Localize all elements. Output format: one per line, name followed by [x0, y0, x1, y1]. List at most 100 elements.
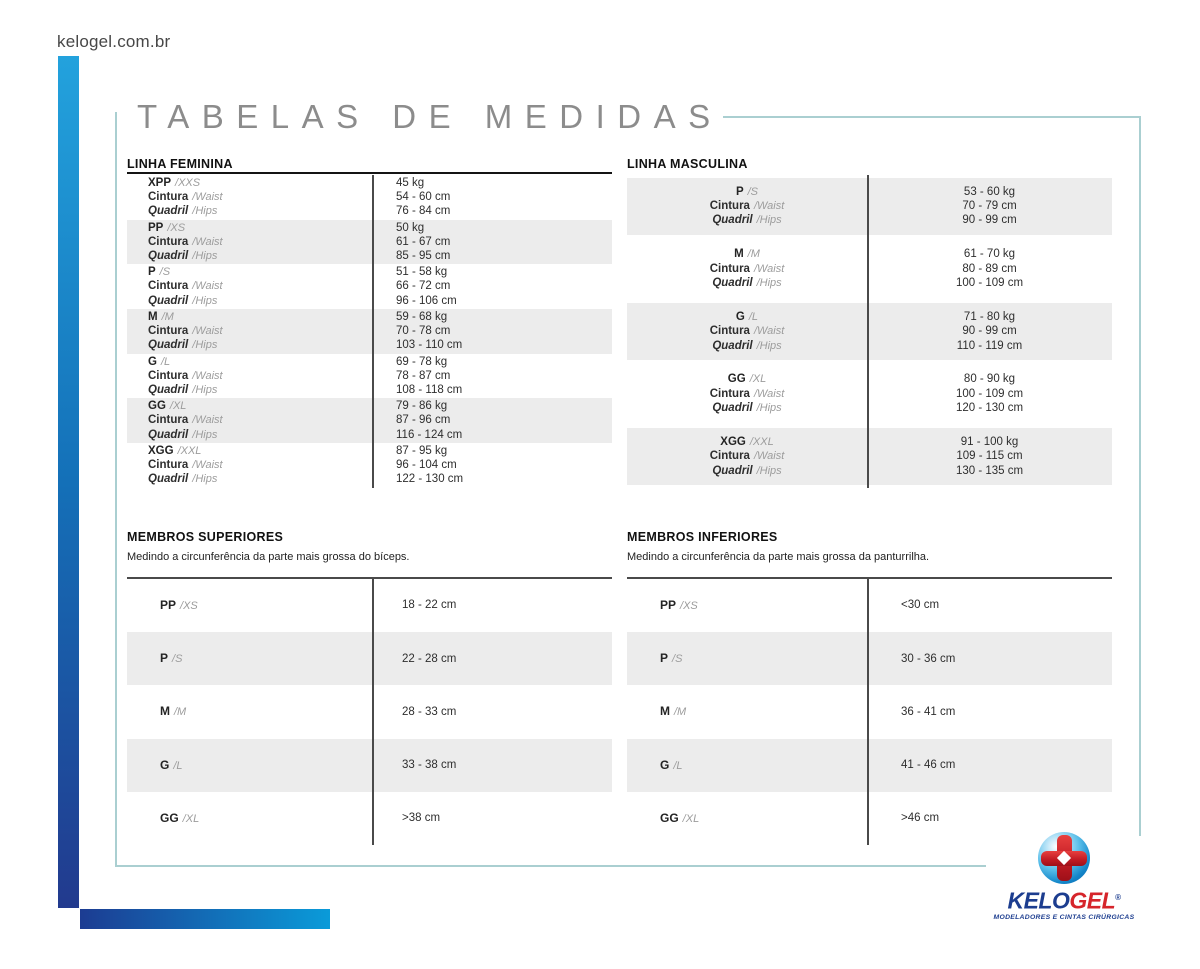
hips-label-en: /Hips	[756, 276, 782, 289]
waist-value: 78 - 87 cm	[396, 369, 451, 382]
waist-value: 100 - 109 cm	[955, 387, 1024, 400]
size-row: P/S 22 - 28 cm	[127, 632, 612, 686]
size-label: G	[160, 757, 170, 772]
logo-sphere-icon	[1038, 832, 1090, 884]
waist-label: Cintura	[709, 387, 750, 400]
size-row: GG/XL >46 cm	[627, 792, 1112, 845]
size-label-en: /S	[747, 185, 759, 198]
feminina-rows: XPP/XXS Cintura/Waist Quadril/Hips 45 kg…	[127, 175, 612, 488]
size-row: GG/XL Cintura/Waist Quadril/Hips 80 - 90…	[627, 363, 1112, 426]
table-title-underline	[127, 172, 612, 174]
waist-label: Cintura	[709, 262, 750, 275]
waist-label: Cintura	[148, 414, 189, 427]
size-label-en: /XS	[680, 599, 698, 612]
size-label: M	[734, 248, 744, 261]
size-label-en: /L	[160, 355, 171, 368]
hips-label-en: /Hips	[756, 339, 782, 352]
table-title: LINHA FEMININA	[127, 157, 233, 171]
waist-label: Cintura	[148, 459, 189, 472]
measure-value: >46 cm	[901, 812, 940, 825]
size-row: P/S Cintura/Waist Quadril/Hips 53 - 60 k…	[627, 175, 1112, 238]
size-label: M	[160, 704, 170, 719]
hips-value: 116 - 124 cm	[396, 428, 463, 441]
table-top-border	[127, 577, 612, 579]
size-label-cell: PP/XS	[627, 598, 867, 613]
weight-value: 80 - 90 kg	[963, 373, 1016, 386]
column-divider	[867, 175, 869, 488]
size-value-cell: 61 - 70 kg 80 - 89 cm 100 - 109 cm	[867, 247, 1112, 290]
weight-value: 79 - 86 kg	[396, 400, 448, 413]
size-label: GG	[727, 373, 746, 386]
waist-value: 109 - 115 cm	[956, 450, 1023, 463]
size-label-cell: P/S	[627, 651, 867, 666]
size-label-en: /L	[748, 310, 759, 323]
size-value-cell: 91 - 100 kg 109 - 115 cm 130 - 135 cm	[867, 435, 1112, 478]
size-value-cell: 53 - 60 kg 70 - 79 cm 90 - 99 cm	[867, 185, 1112, 228]
size-label: PP	[148, 221, 164, 234]
size-label-cell: P/S	[127, 651, 372, 666]
size-label-cell: XPP/XXS Cintura/Waist Quadril/Hips	[127, 176, 372, 219]
size-label: M	[660, 704, 670, 719]
bottom-accent-bar	[80, 909, 330, 929]
hips-label: Quadril	[712, 214, 753, 227]
size-value-cell: 87 - 95 kg 96 - 104 cm 122 - 130 cm	[372, 444, 463, 487]
kelogel-logo: KELOGEL® MODELADORES E CINTAS CIRÚRGICAS	[990, 832, 1138, 921]
size-row: G/L Cintura/Waist Quadril/Hips 71 - 80 k…	[627, 300, 1112, 363]
waist-label-en: /Waist	[192, 414, 223, 427]
waist-label: Cintura	[709, 325, 750, 338]
measure-value: <30 cm	[901, 599, 940, 612]
size-label-en: /S	[172, 653, 183, 666]
logo-wordmark: KELOGEL®	[990, 886, 1138, 913]
measure-value: 36 - 41 cm	[901, 705, 956, 718]
size-row: M/M Cintura/Waist Quadril/Hips 59 - 68 k…	[127, 308, 612, 354]
size-value-cell: <30 cm	[867, 598, 939, 612]
size-label-cell: PP/XS Cintura/Waist Quadril/Hips	[127, 221, 372, 264]
size-label-cell: G/L Cintura/Waist Quadril/Hips	[627, 310, 867, 353]
hips-label: Quadril	[148, 294, 189, 307]
waist-label-en: /Waist	[192, 191, 223, 204]
frame-line-bottom	[115, 865, 986, 867]
hips-label-en: /Hips	[192, 339, 218, 352]
size-label: GG	[660, 810, 679, 825]
table-title: LINHA MASCULINA	[627, 157, 748, 171]
hips-value: 100 - 109 cm	[955, 276, 1024, 289]
size-row: G/L 41 - 46 cm	[627, 738, 1112, 792]
waist-label: Cintura	[148, 280, 189, 293]
size-row: XGG/XXL Cintura/Waist Quadril/Hips 91 - …	[627, 425, 1112, 488]
size-label-cell: M/M Cintura/Waist Quadril/Hips	[627, 247, 867, 290]
size-label-cell: G/L	[627, 758, 867, 773]
page-title: TABELAS DE MEDIDAS	[137, 98, 723, 135]
size-value-cell: 28 - 33 cm	[372, 705, 456, 719]
waist-label-en: /Waist	[753, 450, 785, 463]
hips-label: Quadril	[712, 339, 753, 352]
size-row: P/S 30 - 36 cm	[627, 632, 1112, 686]
frame-line-right	[1139, 116, 1141, 836]
weight-value: 50 kg	[396, 221, 425, 234]
hips-label-en: /Hips	[192, 205, 218, 218]
size-label-cell: XGG/XXL Cintura/Waist Quadril/Hips	[127, 444, 372, 487]
size-value-cell: 33 - 38 cm	[372, 758, 456, 772]
size-label-en: /S	[159, 266, 171, 279]
size-value-cell: 69 - 78 kg 78 - 87 cm 108 - 118 cm	[372, 355, 462, 398]
weight-value: 51 - 58 kg	[396, 266, 448, 279]
size-value-cell: 41 - 46 cm	[867, 758, 955, 772]
waist-value: 80 - 89 cm	[962, 262, 1017, 275]
waist-label-en: /Waist	[192, 235, 223, 248]
waist-label: Cintura	[148, 191, 189, 204]
size-label: P	[735, 185, 744, 198]
size-label-en: /M	[161, 310, 174, 323]
hips-label-en: /Hips	[756, 464, 782, 477]
size-value-cell: 71 - 80 kg 90 - 99 cm 110 - 119 cm	[867, 310, 1112, 353]
size-label-cell: GG/XL	[627, 811, 867, 826]
size-label-en: /XXL	[177, 444, 202, 457]
size-value-cell: 79 - 86 kg 87 - 96 cm 116 - 124 cm	[372, 399, 462, 442]
logo-tagline: MODELADORES E CINTAS CIRÚRGICAS	[993, 913, 1135, 921]
size-label: M	[148, 310, 158, 323]
size-label: G	[148, 355, 157, 368]
waist-value: 66 - 72 cm	[396, 280, 451, 293]
weight-value: 59 - 68 kg	[396, 310, 448, 323]
size-value-cell: 50 kg 61 - 67 cm 85 - 95 cm	[372, 221, 450, 264]
waist-value: 87 - 96 cm	[396, 414, 451, 427]
waist-label: Cintura	[148, 369, 189, 382]
